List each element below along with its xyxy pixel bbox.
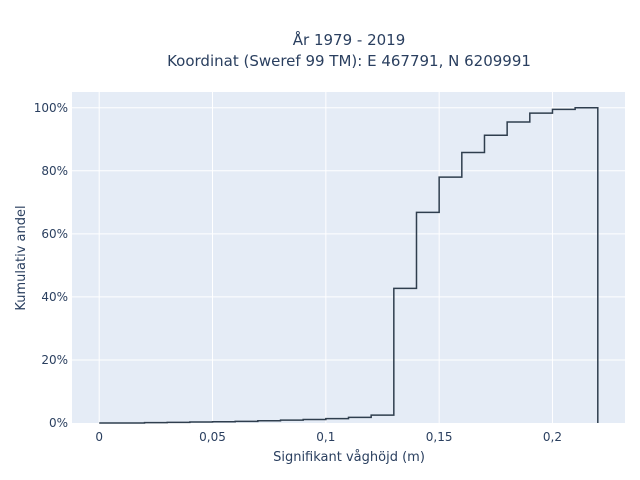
y-axis-label: Kumulativ andel [14,205,29,310]
y-tick-label: 100% [34,101,68,115]
x-axis-label: Signifikant våghöjd (m) [273,450,425,465]
chart-title-line-2: Koordinat (Sweref 99 TM): E 467791, N 62… [167,52,531,70]
y-tick-label: 20% [41,353,68,367]
cumulative-step-line [99,107,599,424]
y-tick-label: 60% [41,227,68,241]
x-tick-label: 0,1 [316,430,335,444]
y-tick-label: 0% [49,416,68,430]
y-tick-label: 80% [41,164,68,178]
series-layer [99,107,599,424]
x-tick-label: 0 [95,430,103,444]
y-axis-ticks: 0% 20% 40% 60% 80% 100% [34,101,68,430]
grid-lines [72,92,625,423]
x-tick-label: 0,05 [199,430,226,444]
y-tick-label: 40% [41,290,68,304]
chart-title-line-1: År 1979 - 2019 [293,30,406,49]
x-tick-label: 0,2 [543,430,562,444]
plot-area [72,92,625,423]
x-axis-ticks: 0 0,05 0,1 0,15 0,2 [95,430,562,444]
x-tick-label: 0,15 [426,430,453,444]
